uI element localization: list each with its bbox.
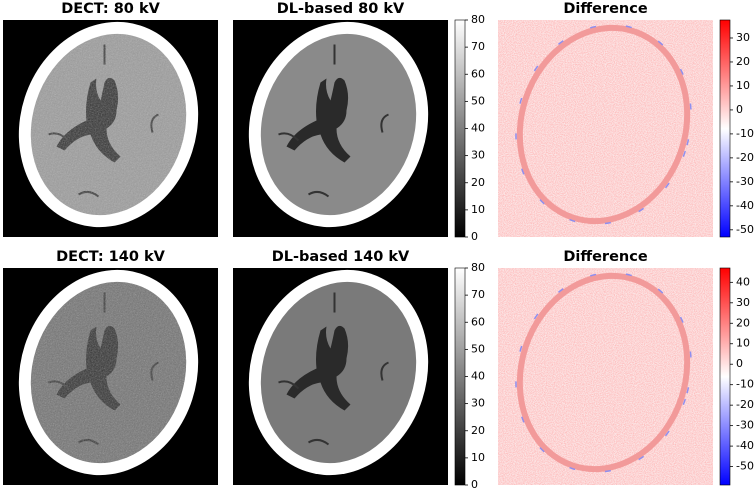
diff-rim-blue	[515, 24, 692, 225]
colorbar	[719, 267, 731, 486]
colorbar-tick-label: -10	[736, 127, 754, 140]
colorbar-tick-label: 60	[471, 67, 485, 80]
colorbar	[454, 267, 466, 486]
colorbar-tick-label: 30	[736, 31, 750, 44]
sulci	[278, 44, 389, 198]
texture	[30, 33, 187, 216]
panel-title: Difference	[563, 1, 647, 17]
colorbar-tick-label: 0	[736, 103, 743, 116]
colorbar-tick-label: 40	[736, 275, 750, 288]
colorbar-tick-label: 0	[736, 357, 743, 370]
colorbar-tick-label: 30	[471, 397, 485, 410]
panel-title: Difference	[563, 249, 647, 265]
colorbar-tick-label: 30	[736, 296, 750, 309]
panel-title: DECT: 140 kV	[56, 249, 165, 265]
colorbar-tick-label: 20	[736, 316, 750, 329]
colorbar-tick-label: -20	[736, 398, 754, 411]
colorbar-tick-label: -50	[736, 460, 754, 473]
colorbar	[719, 19, 731, 238]
colorbar-tick-label: 40	[471, 122, 485, 135]
diff-rim	[516, 24, 691, 225]
colorbar-tick-label: -50	[736, 223, 754, 236]
diff-texture	[498, 20, 713, 237]
colorbar-tick-label: -30	[736, 175, 754, 188]
diff-rim	[516, 272, 691, 473]
colorbar-tick-label: 40	[471, 370, 485, 383]
colorbar-tick-label: 80	[471, 261, 485, 274]
colorbar-tick-label: -20	[736, 151, 754, 164]
colorbar-tick-label: 20	[471, 424, 485, 437]
colorbar-tick-label: -40	[736, 199, 754, 212]
colorbar-tick-label: -10	[736, 378, 754, 391]
colorbar-tick-label: -40	[736, 439, 754, 452]
panel	[233, 268, 448, 485]
colorbar-tick-label: 20	[471, 176, 485, 189]
panel	[498, 20, 713, 237]
texture	[30, 281, 187, 464]
colorbar-tick-label: 50	[471, 94, 485, 107]
panel	[3, 20, 218, 237]
colorbar-tick-label: 10	[471, 203, 485, 216]
panel-title: DL-based 140 kV	[272, 249, 410, 265]
panel-title: DECT: 80 kV	[61, 1, 160, 17]
panel	[233, 20, 448, 237]
colorbar-tick-label: 10	[736, 79, 750, 92]
colorbar-tick-label: 80	[471, 13, 485, 26]
colorbar-tick-label: 70	[471, 40, 485, 53]
colorbar-tick-label: 10	[736, 337, 750, 350]
colorbar-tick-label: 0	[471, 230, 478, 243]
colorbar-tick-label: -30	[736, 419, 754, 432]
colorbar-tick-label: 70	[471, 288, 485, 301]
diff-rim-blue	[515, 272, 692, 473]
ventricles	[286, 77, 351, 163]
colorbar-tick-label: 20	[736, 55, 750, 68]
panel	[3, 268, 218, 485]
colorbar-tick-label: 60	[471, 315, 485, 328]
colorbar-tick-label: 50	[471, 342, 485, 355]
panel	[498, 268, 713, 485]
diff-texture	[498, 268, 713, 485]
colorbar-tick-label: 30	[471, 149, 485, 162]
panel-title: DL-based 80 kV	[277, 1, 405, 17]
colorbar-tick-label: 0	[471, 478, 478, 491]
colorbar-tick-label: 10	[471, 451, 485, 464]
sulci	[278, 292, 389, 446]
ventricles	[286, 325, 351, 411]
colorbar	[454, 19, 466, 238]
